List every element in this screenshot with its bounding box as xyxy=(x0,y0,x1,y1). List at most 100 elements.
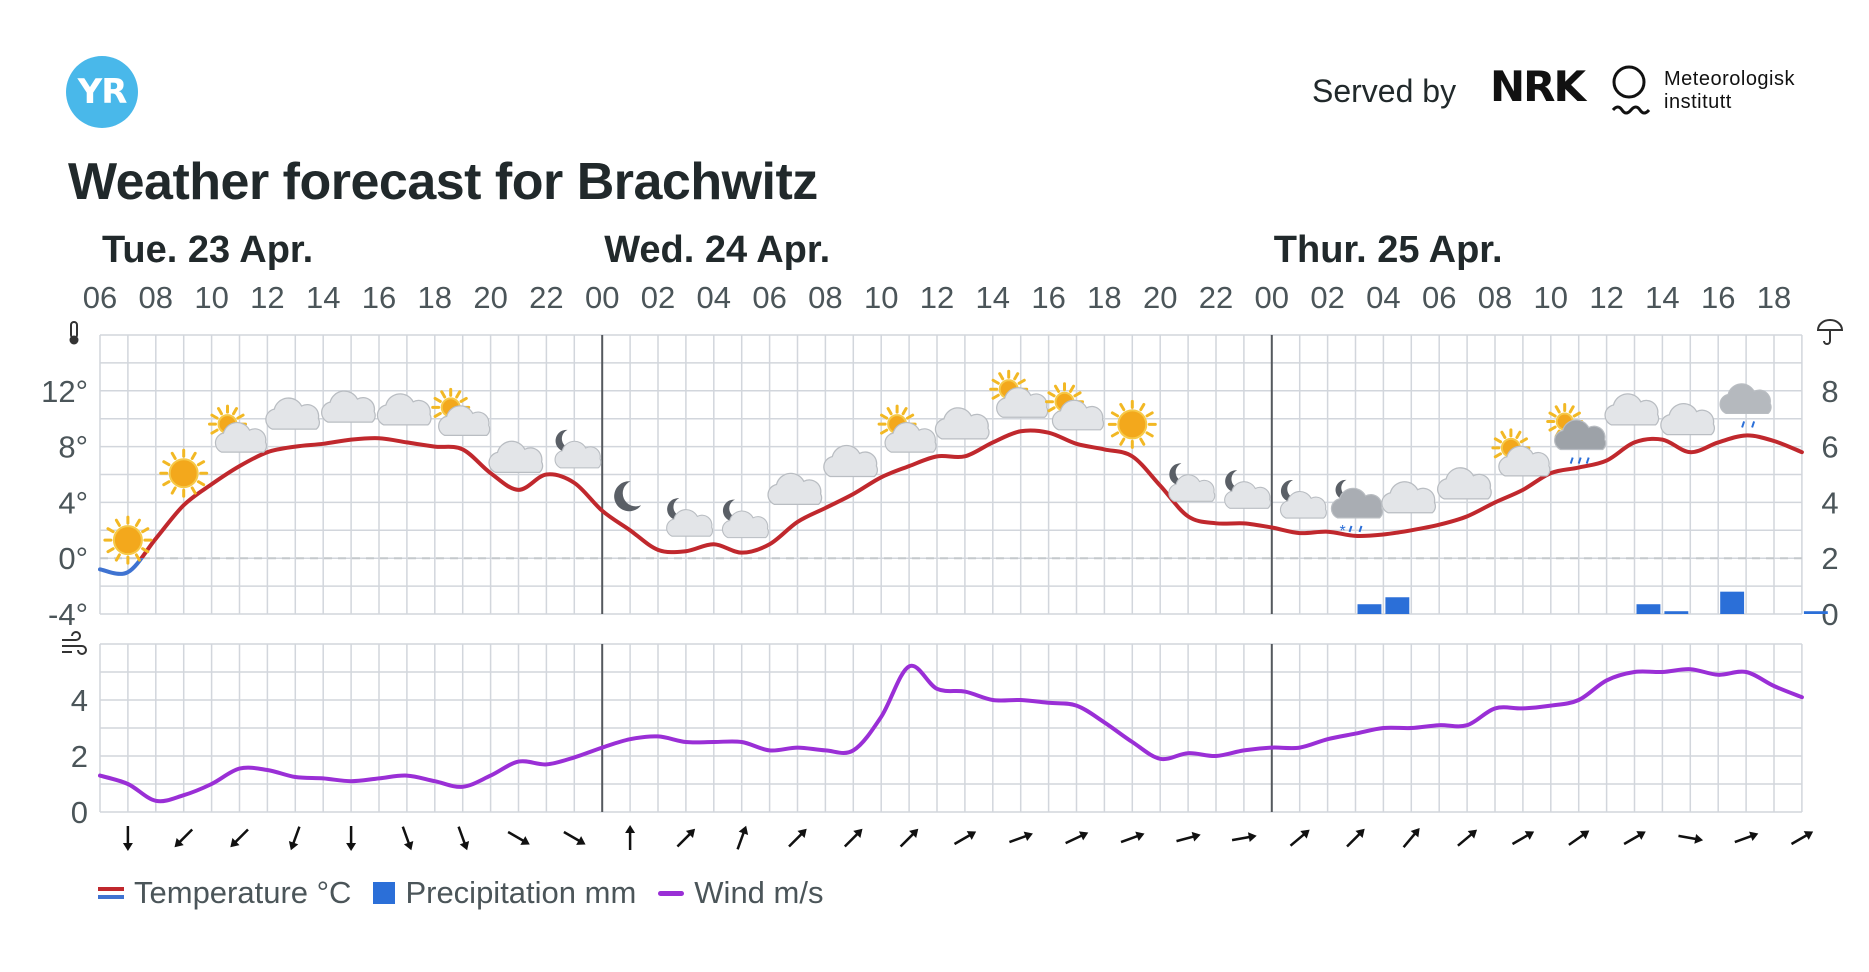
weather-icon-cloud xyxy=(321,390,376,423)
weather-icon-partly-cloudy-day xyxy=(431,387,491,436)
sun-ray xyxy=(1548,411,1557,418)
met-institute-logo: Meteorologisk institutt xyxy=(1664,68,1795,114)
hour-label: 10 xyxy=(1534,280,1568,315)
wind-direction-arrow xyxy=(1623,831,1646,846)
moon-crescent xyxy=(555,429,576,452)
precip-bar xyxy=(1636,604,1661,614)
legend-temperature-label: Temperature °C xyxy=(134,875,352,910)
thermometer-icon xyxy=(69,321,79,345)
sun-ray xyxy=(1548,425,1557,432)
rain-drops xyxy=(1741,421,1756,428)
cloud-shape xyxy=(1498,445,1551,477)
sun-ray xyxy=(455,390,462,399)
sun-ray xyxy=(162,460,171,467)
cloud-shape xyxy=(488,440,544,473)
sun-disc xyxy=(1117,409,1148,440)
cloud-shape xyxy=(823,444,879,478)
cloud-body xyxy=(934,407,990,440)
hour-label: 20 xyxy=(1143,280,1177,315)
cloud-body xyxy=(1381,481,1437,514)
wind-icon-lines xyxy=(62,631,87,655)
weather-icon-cloud xyxy=(265,397,321,430)
wind-direction-arrow xyxy=(953,831,977,846)
weather-icon-cloud xyxy=(823,444,879,478)
sun-ray xyxy=(1145,431,1154,438)
weather-icon-partly-cloudy-day xyxy=(1045,382,1105,431)
weather-icon-cloud xyxy=(934,407,990,440)
wind-axis-icon xyxy=(62,631,87,655)
sun-ray xyxy=(1119,437,1126,446)
weather-icon-sleet-night: * xyxy=(1330,479,1384,540)
cloud-shape xyxy=(376,393,432,426)
weather-icon-cloud xyxy=(488,440,544,473)
wind-direction-arrow xyxy=(1678,833,1704,844)
hour-label: 02 xyxy=(641,280,675,315)
cloud-body xyxy=(666,509,714,537)
weather-icon-cloud xyxy=(1381,481,1437,514)
arrow-head xyxy=(625,825,636,833)
rain-drops xyxy=(1569,457,1590,464)
sun-ray xyxy=(433,396,442,403)
sun-ray xyxy=(210,428,219,435)
sun-ray xyxy=(433,411,442,418)
cloud-body xyxy=(1554,419,1607,451)
wind-direction-arrow xyxy=(1120,831,1145,844)
thermometer-bulb xyxy=(69,335,79,345)
wind-direction-arrow xyxy=(1176,831,1201,843)
hour-label: 22 xyxy=(529,280,563,315)
legend-temperature: Temperature °C xyxy=(98,875,351,911)
wind-direction-arrow xyxy=(563,830,586,845)
cloud-body xyxy=(1330,487,1384,519)
sun-ray xyxy=(1054,384,1060,393)
cloud-body xyxy=(823,444,879,478)
temp-axis-label: -4° xyxy=(48,597,88,632)
hour-label: 10 xyxy=(864,280,898,315)
cloud-body xyxy=(265,397,321,430)
moon-crescent xyxy=(1225,470,1245,493)
cloud-body xyxy=(1604,393,1660,426)
weather-icon-partly-cloudy-day xyxy=(989,369,1049,418)
cloud-body xyxy=(554,440,602,469)
arrow-head xyxy=(1524,831,1535,840)
precip-bar xyxy=(1720,591,1745,614)
hour-label: 22 xyxy=(1199,280,1233,315)
arrow-head xyxy=(1135,831,1145,841)
snow-flake: * xyxy=(1340,523,1346,540)
wind-direction-arrow xyxy=(1289,829,1310,847)
cloud-body xyxy=(1168,474,1216,502)
hour-label: 12 xyxy=(1589,280,1623,315)
wind-axis-label: 2 xyxy=(71,739,88,774)
arrow-head xyxy=(1579,830,1590,840)
wind-direction-arrow xyxy=(1402,828,1420,848)
sun-ray xyxy=(1047,391,1056,398)
wind-direction-arrow xyxy=(230,828,249,848)
hour-label: 20 xyxy=(473,280,507,315)
cloud-shape xyxy=(1168,474,1216,502)
arrow-head xyxy=(1803,831,1814,840)
cloud-body xyxy=(438,405,491,436)
arrow-head xyxy=(1300,829,1310,839)
arrow-head xyxy=(1023,831,1033,841)
weather-icon-partly-cloudy-night xyxy=(1224,470,1272,509)
cloud-shape xyxy=(554,440,602,469)
moon-crescent xyxy=(1169,463,1190,486)
weather-icon-cloud xyxy=(767,472,823,506)
sun-ray xyxy=(880,428,889,435)
hour-label: 18 xyxy=(1087,280,1121,315)
sun-ray xyxy=(210,413,219,420)
sun-ray xyxy=(190,486,197,495)
wind-direction-arrow xyxy=(788,828,807,848)
sun-disc xyxy=(112,525,143,556)
arrow-head xyxy=(520,836,530,845)
hour-label: 06 xyxy=(1422,280,1456,315)
sun-ray xyxy=(1515,430,1522,439)
legend-wind-label: Wind m/s xyxy=(694,875,824,910)
hour-label: 08 xyxy=(1478,280,1512,315)
hour-label: 00 xyxy=(1255,280,1289,315)
sun-ray xyxy=(232,407,238,416)
arrow-head xyxy=(288,840,299,851)
arrow-head xyxy=(174,838,184,848)
cloud-shape xyxy=(1660,403,1716,436)
arrow-head xyxy=(576,836,586,845)
sun-ray xyxy=(905,413,915,420)
